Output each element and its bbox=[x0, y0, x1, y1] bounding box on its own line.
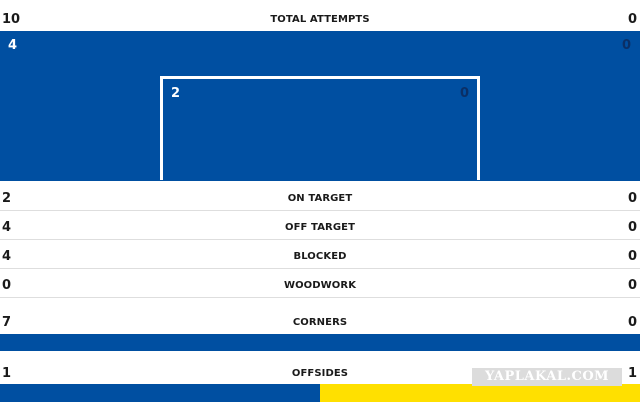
off-target-home-value: 4 bbox=[2, 220, 12, 235]
off-target-row: 4 OFF TARGET 0 bbox=[0, 211, 640, 239]
goal-away-value: 0 bbox=[459, 86, 469, 101]
corners-label: CORNERS bbox=[292, 317, 348, 328]
corners-away-value: 0 bbox=[627, 315, 637, 330]
divider bbox=[0, 297, 640, 298]
divider bbox=[0, 268, 640, 269]
offsides-home-bar bbox=[0, 384, 320, 402]
on-target-away-value: 0 bbox=[627, 191, 637, 206]
total-attempts-label: TOTAL ATTEMPTS bbox=[270, 14, 370, 25]
attempts-pitch: 4 0 2 0 bbox=[0, 31, 640, 181]
goal-frame: 2 0 bbox=[160, 76, 480, 180]
box-home-value: 4 bbox=[8, 38, 18, 53]
total-attempts-home-value: 10 bbox=[2, 12, 21, 27]
divider bbox=[0, 239, 640, 240]
off-target-away-value: 0 bbox=[627, 220, 637, 235]
watermark: YAPLAKAL.COM bbox=[472, 368, 622, 386]
on-target-label: ON TARGET bbox=[287, 193, 353, 204]
offsides-home-value: 1 bbox=[2, 366, 12, 381]
offsides-away-value: 1 bbox=[627, 366, 637, 381]
on-target-home-value: 2 bbox=[2, 191, 12, 206]
corners-home-value: 7 bbox=[2, 315, 12, 330]
offsides-label: OFFSIDES bbox=[291, 368, 349, 379]
woodwork-row: 0 WOODWORK 0 bbox=[0, 269, 640, 297]
total-attempts-row: 10 TOTAL ATTEMPTS 0 bbox=[0, 0, 640, 31]
blocked-row: 4 BLOCKED 0 bbox=[0, 240, 640, 268]
off-target-label: OFF TARGET bbox=[285, 222, 355, 233]
blocked-home-value: 4 bbox=[2, 249, 12, 264]
woodwork-away-value: 0 bbox=[627, 278, 637, 293]
corners-row: 7 CORNERS 0 bbox=[0, 298, 640, 334]
on-target-row: 2 ON TARGET 0 bbox=[0, 181, 640, 210]
offsides-row: 1 OFFSIDES 1 bbox=[0, 352, 640, 384]
divider bbox=[0, 210, 640, 211]
box-away-value: 0 bbox=[621, 38, 631, 53]
woodwork-home-value: 0 bbox=[2, 278, 12, 293]
total-attempts-away-value: 0 bbox=[627, 12, 637, 27]
offsides-away-bar bbox=[320, 384, 640, 402]
blocked-away-value: 0 bbox=[627, 249, 637, 264]
woodwork-label: WOODWORK bbox=[283, 280, 357, 291]
corners-home-bar bbox=[0, 334, 640, 351]
blocked-label: BLOCKED bbox=[293, 251, 347, 262]
goal-home-value: 2 bbox=[171, 86, 181, 101]
